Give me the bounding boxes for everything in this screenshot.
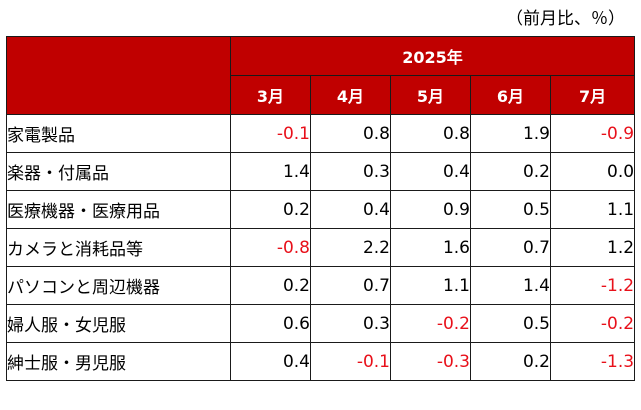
cell-value: 0.2	[470, 342, 551, 381]
cell-value: 0.4	[390, 152, 471, 191]
row-label: カメラと消耗品等	[6, 228, 231, 267]
month-header: 4月	[310, 75, 391, 115]
cell-value: 0.2	[230, 190, 311, 229]
month-header-row: 3月 4月 5月 6月 7月	[7, 75, 636, 115]
cell-value: 0.2	[230, 266, 311, 305]
cell-value: -1.3	[549, 342, 636, 381]
cell-value: 2.2	[310, 228, 391, 267]
unit-note: （前月比、％）	[506, 9, 625, 29]
cell-value: 0.9	[390, 190, 471, 229]
month-header: 3月	[230, 75, 311, 115]
cell-value: -1.2	[549, 266, 636, 305]
corner-header	[6, 36, 231, 115]
row-label: 婦人服・女児服	[6, 304, 231, 343]
cell-value: 0.3	[310, 152, 391, 191]
year-header: 2025年	[229, 36, 636, 76]
cell-value: 0.7	[310, 266, 391, 305]
cell-value: 1.1	[390, 266, 471, 305]
row-label: 家電製品	[6, 114, 231, 153]
table-row: 婦人服・女児服 0.6 0.3 -0.2 0.5 -0.2	[6, 304, 636, 343]
cell-value: -0.1	[310, 342, 391, 381]
cell-value: 0.2	[470, 152, 551, 191]
row-label: 紳士服・男児服	[6, 342, 231, 381]
cell-value: 0.6	[230, 304, 311, 343]
table-row: 医療機器・医療用品 0.2 0.4 0.9 0.5 1.1	[6, 190, 636, 229]
cell-value: 0.8	[390, 114, 471, 153]
cell-value: -0.3	[390, 342, 471, 381]
cell-value: -0.9	[549, 114, 636, 153]
row-label: パソコンと周辺機器	[6, 266, 231, 305]
cell-value: -0.2	[390, 304, 471, 343]
row-label: 医療機器・医療用品	[6, 190, 231, 229]
data-table: 2025年 3月 4月 5月 6月 7月 家電製品 -0.1 0.8 0.8 1…	[6, 36, 636, 381]
cell-value: 1.4	[470, 266, 551, 305]
month-header: 5月	[390, 75, 471, 115]
cell-value: 0.4	[230, 342, 311, 381]
table-row: カメラと消耗品等 -0.8 2.2 1.6 0.7 1.2	[6, 228, 636, 267]
table-row: 家電製品 -0.1 0.8 0.8 1.9 -0.9	[6, 114, 636, 153]
cell-value: 0.7	[470, 228, 551, 267]
cell-value: -0.2	[549, 304, 636, 343]
cell-value: 0.4	[310, 190, 391, 229]
table-row: 紳士服・男児服 0.4 -0.1 -0.3 0.2 -1.3	[6, 342, 636, 381]
cell-value: -0.1	[230, 114, 311, 153]
cell-value: 1.4	[230, 152, 311, 191]
cell-value: -0.8	[230, 228, 311, 267]
cell-value: 0.5	[470, 190, 551, 229]
cell-value: 0.0	[549, 152, 636, 191]
cell-value: 0.3	[310, 304, 391, 343]
table-row: 楽器・付属品 1.4 0.3 0.4 0.2 0.0	[6, 152, 636, 191]
cell-value: 0.5	[470, 304, 551, 343]
row-label: 楽器・付属品	[6, 152, 231, 191]
table-row: パソコンと周辺機器 0.2 0.7 1.1 1.4 -1.2	[6, 266, 636, 305]
year-header-row: 2025年	[6, 36, 636, 115]
cell-value: 1.2	[549, 228, 636, 267]
cell-value: 1.1	[549, 190, 636, 229]
cell-value: 1.6	[390, 228, 471, 267]
month-header: 6月	[470, 75, 551, 115]
cell-value: 0.8	[310, 114, 391, 153]
month-header: 7月	[549, 75, 636, 115]
cell-value: 1.9	[470, 114, 551, 153]
